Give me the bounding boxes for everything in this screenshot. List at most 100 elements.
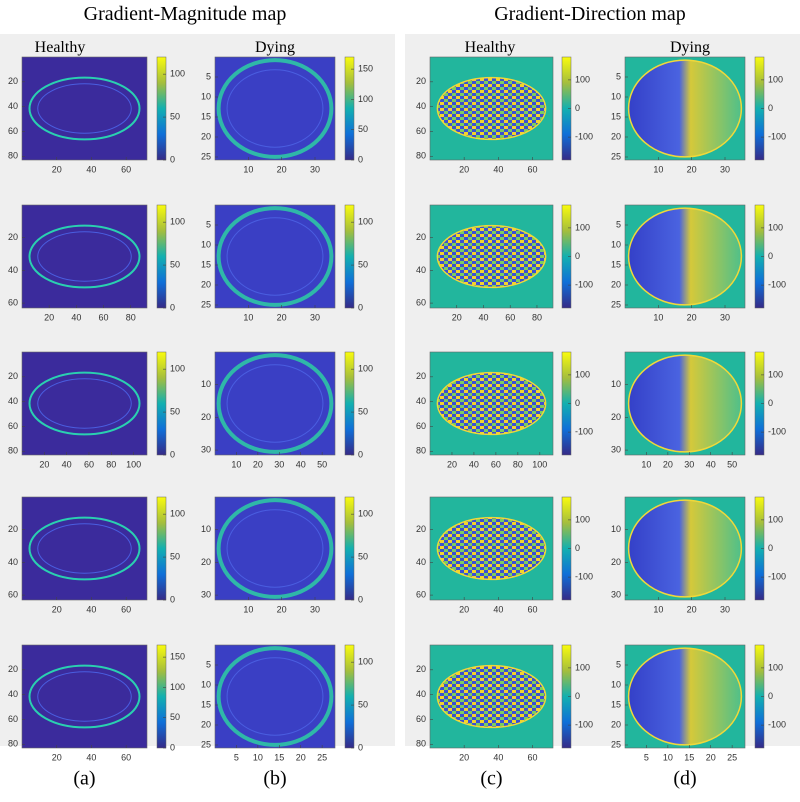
y-tick-label: 40 bbox=[8, 396, 18, 406]
y-tick-label: 40 bbox=[416, 396, 426, 406]
cell-boundary bbox=[28, 516, 141, 581]
x-tick-label: 20 bbox=[277, 604, 287, 614]
cell-inner bbox=[37, 378, 132, 429]
colorbar-tick-label: -100 bbox=[575, 426, 593, 436]
x-tick-label: 60 bbox=[505, 312, 515, 322]
cell-region bbox=[436, 224, 547, 289]
colorbar-tick-label: 0 bbox=[575, 251, 580, 261]
y-tick-label: 20 bbox=[611, 719, 621, 729]
x-tick-label: 10 bbox=[243, 604, 253, 614]
cell-region bbox=[627, 354, 743, 453]
x-tick-label: 20 bbox=[459, 604, 469, 614]
axes-frame bbox=[21, 56, 148, 161]
y-tick-label: 15 bbox=[201, 259, 211, 269]
colorbar-tick-label: 100 bbox=[358, 657, 373, 667]
y-tick-label: 60 bbox=[8, 126, 18, 136]
colorbar-tick-label: 100 bbox=[170, 682, 185, 692]
y-tick-label: 20 bbox=[8, 76, 18, 86]
x-tick-label: 20 bbox=[296, 752, 306, 762]
y-tick-label: 60 bbox=[8, 714, 18, 724]
colorbar-tick-label: 50 bbox=[170, 111, 180, 121]
cell-region bbox=[436, 664, 547, 729]
x-tick-label: 80 bbox=[532, 312, 542, 322]
y-tick-label: 10 bbox=[611, 524, 621, 534]
y-tick-label: 5 bbox=[616, 71, 621, 81]
x-tick-label: 40 bbox=[493, 752, 503, 762]
colorbar-tick-label: -100 bbox=[575, 131, 593, 141]
x-tick-label: 60 bbox=[84, 459, 94, 469]
y-tick-label: 5 bbox=[206, 659, 211, 669]
colorbar-tick-label: -100 bbox=[768, 131, 786, 141]
x-tick-label: 10 bbox=[243, 312, 253, 322]
cell-boundary bbox=[216, 646, 334, 747]
y-tick-label: 10 bbox=[611, 239, 621, 249]
x-tick-label: 60 bbox=[121, 604, 131, 614]
x-tick-label: 80 bbox=[126, 312, 136, 322]
colorbar-tick-label: 0 bbox=[358, 302, 363, 312]
colorbar-tick-label: 0 bbox=[768, 251, 773, 261]
colorbar-tick-label: 0 bbox=[358, 449, 363, 459]
cell-region bbox=[436, 76, 547, 141]
axes-frame bbox=[624, 204, 746, 309]
x-tick-label: 30 bbox=[720, 164, 730, 174]
caption: (c) bbox=[480, 768, 502, 790]
y-tick-label: 15 bbox=[201, 111, 211, 121]
y-tick-label: 15 bbox=[611, 111, 621, 121]
cell-boundary bbox=[28, 371, 141, 436]
colorbar-tick-label: 100 bbox=[575, 74, 590, 84]
y-tick-label: 40 bbox=[8, 557, 18, 567]
colorbar-tick-label: 100 bbox=[575, 369, 590, 379]
x-tick-label: 40 bbox=[296, 459, 306, 469]
colorbar-tick-label: 100 bbox=[768, 222, 783, 232]
y-tick-label: 25 bbox=[201, 151, 211, 161]
x-tick-label: 10 bbox=[641, 459, 651, 469]
y-tick-label: 20 bbox=[611, 279, 621, 289]
y-tick-label: 40 bbox=[8, 689, 18, 699]
cell-region bbox=[627, 59, 743, 158]
x-tick-label: 80 bbox=[513, 459, 523, 469]
colorbar-tick-label: 0 bbox=[575, 543, 580, 553]
caption: (b) bbox=[263, 768, 286, 790]
axes-frame bbox=[429, 496, 554, 601]
y-tick-label: 60 bbox=[8, 589, 18, 599]
x-tick-label: 10 bbox=[243, 164, 253, 174]
y-tick-label: 25 bbox=[201, 739, 211, 749]
x-tick-label: 40 bbox=[493, 164, 503, 174]
colorbar-tick-label: -100 bbox=[575, 279, 593, 289]
colorbar-tick-label: 100 bbox=[358, 509, 373, 519]
x-tick-label: 20 bbox=[253, 459, 263, 469]
y-tick-label: 25 bbox=[611, 299, 621, 309]
x-tick-label: 30 bbox=[310, 164, 320, 174]
x-tick-label: 5 bbox=[234, 752, 239, 762]
y-tick-label: 20 bbox=[416, 371, 426, 381]
x-tick-label: 50 bbox=[727, 459, 737, 469]
colorbar bbox=[344, 351, 355, 456]
x-tick-label: 20 bbox=[277, 164, 287, 174]
y-tick-label: 20 bbox=[201, 131, 211, 141]
y-tick-label: 30 bbox=[201, 444, 211, 454]
figure-title: Gradient-Direction map bbox=[494, 3, 686, 25]
x-tick-label: 15 bbox=[274, 752, 284, 762]
colorbar-tick-label: 100 bbox=[768, 369, 783, 379]
colorbar-tick-label: 50 bbox=[170, 259, 180, 269]
y-tick-label: 80 bbox=[416, 446, 426, 456]
x-tick-label: 30 bbox=[720, 312, 730, 322]
colorbar-tick-label: 50 bbox=[358, 124, 368, 134]
axes-frame bbox=[214, 204, 336, 309]
x-tick-label: 60 bbox=[527, 604, 537, 614]
axes-frame bbox=[429, 644, 554, 749]
x-tick-label: 60 bbox=[121, 752, 131, 762]
axes-frame bbox=[429, 204, 554, 309]
y-tick-label: 20 bbox=[201, 412, 211, 422]
x-tick-label: 60 bbox=[491, 459, 501, 469]
y-tick-label: 20 bbox=[8, 371, 18, 381]
axes-frame bbox=[624, 351, 746, 456]
x-tick-label: 60 bbox=[121, 164, 131, 174]
colorbar-tick-label: 0 bbox=[170, 449, 175, 459]
y-tick-label: 10 bbox=[611, 379, 621, 389]
column-header: Healthy bbox=[465, 39, 516, 56]
x-tick-label: 30 bbox=[310, 312, 320, 322]
x-tick-label: 20 bbox=[687, 604, 697, 614]
colorbar-tick-label: 50 bbox=[170, 551, 180, 561]
